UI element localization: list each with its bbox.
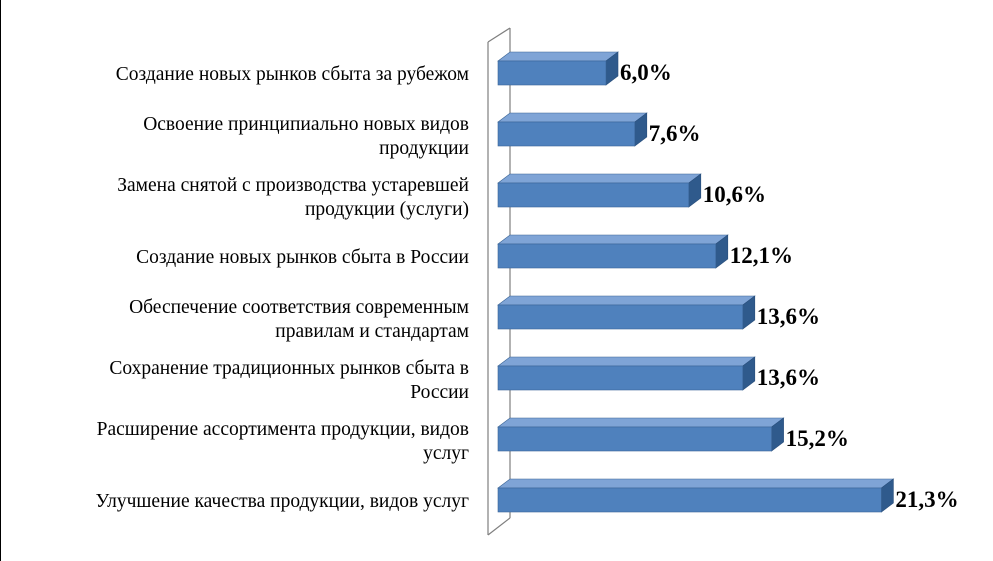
category-label-3-line-2: продукции (услуги) <box>305 199 469 220</box>
bar-top-face <box>497 356 756 367</box>
category-label-7-line-2: услуг <box>423 443 469 464</box>
bar-front-face <box>497 121 636 147</box>
bar-4 <box>497 234 729 269</box>
left-border-line <box>0 0 1 561</box>
bar-top-face <box>497 478 895 489</box>
category-label-6-line-1: Сохранение традиционных рынков сбыта в <box>109 358 469 379</box>
bar-7 <box>497 417 785 452</box>
category-label-4: Создание новых рынков сбыта в России <box>136 247 469 268</box>
bar-3 <box>497 173 702 208</box>
category-label-7-line-1: Расширение ассортимента продукции, видов <box>97 419 469 440</box>
category-label-6-line-2: России <box>410 382 469 403</box>
labels-layer: 6,0% Создание новых рынков сбыта за рубеж… <box>96 60 959 512</box>
data-label-7: 15,2% <box>786 426 849 451</box>
category-label-1: Создание новых рынков сбыта за рубежом <box>116 64 469 85</box>
bar-6 <box>497 356 756 391</box>
bar-1 <box>497 51 619 86</box>
value-axis-bottom-edge <box>487 517 511 536</box>
bar-top-face <box>497 51 619 62</box>
bar-front-face <box>497 304 744 330</box>
bars-layer <box>497 51 895 513</box>
bar-front-face <box>497 365 744 391</box>
category-label-8: Улучшение качества продукции, видов услу… <box>96 491 469 512</box>
bar-front-face <box>497 487 882 513</box>
value-axis-top-edge <box>487 27 511 43</box>
bar-front-face <box>497 426 772 452</box>
data-label-4: 12,1% <box>730 243 793 268</box>
data-label-1: 6,0% <box>620 60 672 85</box>
data-label-6: 13,6% <box>757 365 820 390</box>
category-label-2-line-1: Освоение принципиально новых видов <box>143 114 469 135</box>
category-label-5-line-2: правилам и стандартам <box>275 321 469 342</box>
bar-top-face <box>497 417 785 428</box>
bar-top-face <box>497 295 756 306</box>
data-label-3: 10,6% <box>703 182 766 207</box>
bar-8 <box>497 478 895 513</box>
bar-top-face <box>497 234 729 245</box>
bar-front-face <box>497 243 717 269</box>
bar-front-face <box>497 182 690 208</box>
bar-top-face <box>497 112 648 123</box>
bar-front-face <box>497 60 607 86</box>
bar-5 <box>497 295 756 330</box>
axis-layer <box>487 27 511 536</box>
data-label-8: 21,3% <box>895 487 958 512</box>
bar-2 <box>497 112 648 147</box>
category-label-3-line-1: Замена снятой с производства устаревшей <box>117 175 469 196</box>
category-label-5-line-1: Обеспечение соответствия современным <box>129 297 469 318</box>
data-label-2: 7,6% <box>649 121 701 146</box>
category-label-2-line-2: продукции <box>379 138 469 159</box>
bar-top-face <box>497 173 702 184</box>
data-label-5: 13,6% <box>757 304 820 329</box>
